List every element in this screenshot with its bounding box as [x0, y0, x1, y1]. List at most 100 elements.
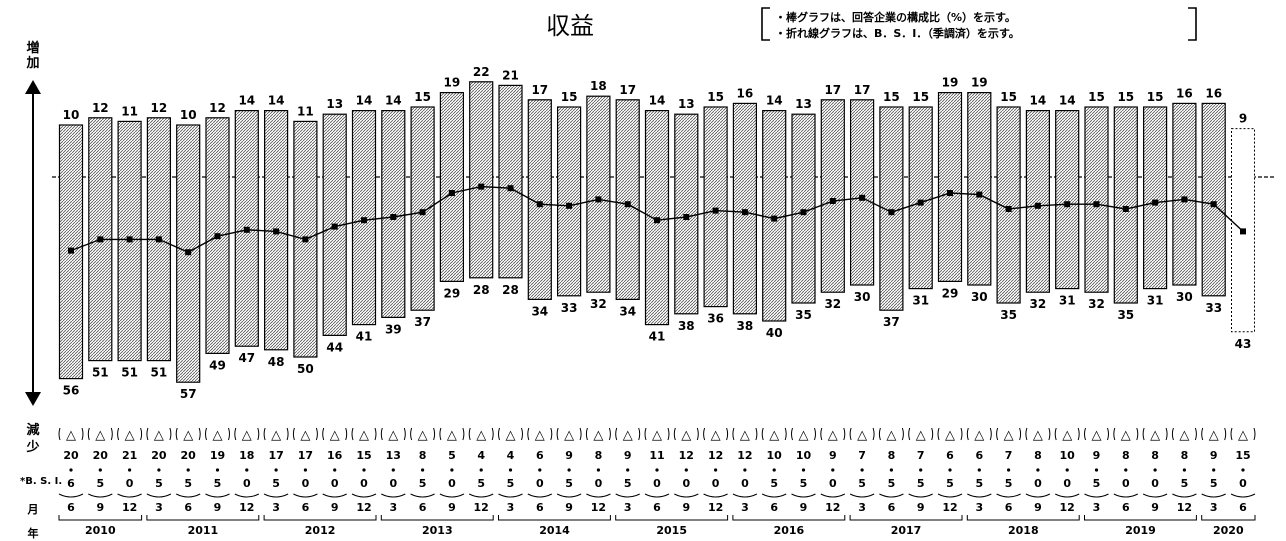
- paren-left: [673, 427, 676, 441]
- bsi-integer: 13: [386, 449, 401, 462]
- bsi-decimal-point: [1065, 468, 1069, 472]
- bar-decrease-label: 31: [912, 294, 929, 308]
- paren-left: [263, 427, 266, 441]
- bsi-integer: 6: [975, 449, 983, 462]
- month-cell: 12: [585, 427, 611, 514]
- year-bracket: [966, 515, 1080, 521]
- month-brace: [234, 493, 260, 498]
- bsi-decimal: 5: [1181, 477, 1189, 490]
- bar-decrease-label: 31: [1059, 294, 1076, 308]
- bsi-decimal: 0: [389, 477, 397, 490]
- bsi-value: △ 9 5: [1092, 428, 1102, 490]
- paren-left: [380, 427, 383, 441]
- month-label: 9: [96, 501, 104, 514]
- bar-increase-label: 14: [649, 94, 666, 108]
- month-label: 3: [1210, 501, 1218, 514]
- bar-decrease-label: 43: [1235, 337, 1252, 351]
- paren-right: [315, 427, 318, 441]
- month-cell: 12: [703, 427, 729, 514]
- bsi-decimal: 0: [712, 477, 720, 490]
- month-label: 9: [331, 501, 339, 514]
- year-label: 2016: [774, 524, 805, 537]
- paren-left: [58, 427, 61, 441]
- bsi-sign: △: [1179, 428, 1189, 443]
- month-brace: [498, 493, 523, 498]
- month-cell: 9: [1142, 427, 1168, 514]
- month-brace: [263, 493, 289, 498]
- bsi-decimal: 0: [1239, 477, 1247, 490]
- bar: [1084, 106, 1109, 293]
- month-cell: 3: [146, 427, 172, 514]
- month-brace: [967, 493, 992, 498]
- bsi-integer: 15: [1235, 449, 1250, 462]
- bsi-decimal-point: [743, 468, 747, 472]
- bsi-decimal-point: [831, 468, 835, 472]
- bar-decrease-label: 37: [883, 315, 900, 329]
- paren-left: [234, 427, 237, 441]
- bsi-integer: 11: [649, 449, 664, 462]
- axis-label-increase-2: 加: [25, 56, 39, 71]
- bar-increase-label: 12: [151, 101, 168, 115]
- month-brace: [996, 493, 1021, 498]
- bsi-point: [976, 191, 983, 198]
- bar-decrease-label: 51: [92, 366, 109, 380]
- paren-right: [257, 427, 260, 441]
- month-label: 6: [1005, 501, 1013, 514]
- bsi-decimal-point: [1036, 468, 1040, 472]
- bsi-value: △ 7 5: [1004, 428, 1014, 490]
- paren-right: [169, 427, 172, 441]
- bsi-integer: 6: [946, 449, 954, 462]
- bsi-sign: △: [1062, 428, 1072, 443]
- bsi-integer: 9: [624, 449, 632, 462]
- year-label: 2011: [188, 524, 219, 537]
- month-cell: 6: [410, 427, 436, 514]
- paren-left: [966, 427, 969, 441]
- bsi-decimal: 5: [800, 477, 808, 490]
- year-bracket: [58, 515, 143, 521]
- bsi-decimal-point: [1241, 468, 1245, 472]
- month-cell: 6: [58, 427, 84, 514]
- month-cell: 6: [1230, 427, 1256, 514]
- month-label: 12: [356, 501, 371, 514]
- bsi-decimal: 5: [184, 477, 192, 490]
- bsi-sign: △: [564, 428, 574, 443]
- paren-left: [1054, 427, 1057, 441]
- month-cell: 12: [1171, 427, 1197, 514]
- bsi-value: △ 8 5: [418, 428, 428, 490]
- paren-left: [996, 427, 999, 441]
- bar-increase-label: 13: [326, 97, 343, 111]
- bsi-decimal-point: [714, 468, 718, 472]
- bsi-sign: △: [1092, 428, 1102, 443]
- bsi-decimal-point: [1212, 468, 1216, 472]
- paren-right: [1253, 427, 1256, 441]
- bar: [908, 106, 933, 290]
- bar-decrease-label: 51: [151, 366, 168, 380]
- bsi-integer: 10: [767, 449, 783, 462]
- paren-right: [843, 427, 846, 441]
- bar: [849, 99, 875, 286]
- bsi-integer: 12: [737, 449, 752, 462]
- month-label: 3: [1093, 501, 1101, 514]
- bsi-point: [1034, 202, 1041, 209]
- year-group: 2018: [966, 515, 1080, 537]
- bar-increase-label: 17: [531, 83, 548, 97]
- bar: [1113, 106, 1138, 304]
- bsi-integer: 8: [419, 449, 427, 462]
- bsi-point: [1152, 199, 1159, 206]
- bar: [1025, 109, 1051, 293]
- month-label: 6: [536, 501, 544, 514]
- month-brace: [527, 493, 553, 498]
- bsi-value: △ 9 5: [564, 428, 574, 490]
- bar-increase-label: 10: [63, 108, 80, 122]
- bsi-integer: 5: [448, 449, 456, 462]
- bar-increase-label: 15: [912, 90, 929, 104]
- bar-increase-label: 13: [678, 97, 695, 111]
- bar-increase-label: 15: [707, 90, 724, 104]
- paren-right: [521, 427, 523, 441]
- bar-increase-label: 15: [1088, 90, 1105, 104]
- month-cell: 6: [996, 427, 1022, 514]
- bsi-value: △ 12 0: [708, 428, 723, 490]
- bsi-sign: △: [711, 428, 721, 443]
- bsi-point: [419, 209, 426, 216]
- bsi-value: △ 18 0: [239, 428, 254, 490]
